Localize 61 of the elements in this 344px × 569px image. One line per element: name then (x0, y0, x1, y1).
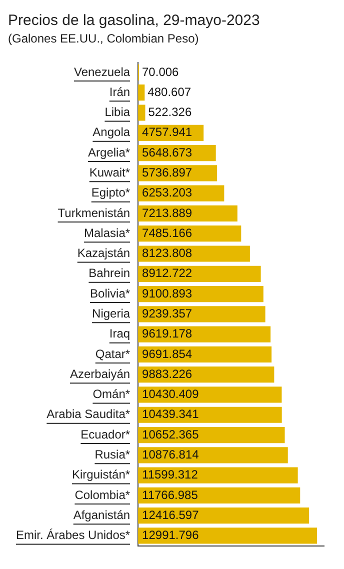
y-tick-label: Venezuela (74, 64, 130, 79)
data-label: 6253.203 (142, 186, 192, 200)
data-label: 9239.357 (142, 306, 192, 320)
bar (138, 266, 261, 282)
y-tick-label: Colombia* (74, 488, 130, 502)
y-tick-label: Ecuador* (80, 427, 130, 442)
bar (138, 326, 271, 342)
y-tick-label: Kuwait* (89, 165, 130, 180)
bar (138, 508, 310, 524)
chart-title: Precios de la gasolina, 29-mayo-2023 (8, 12, 260, 30)
y-tick-label: Turkmenistán (58, 206, 130, 220)
data-label: 7213.889 (142, 206, 192, 220)
bar (138, 467, 298, 484)
y-tick-label: Kirguistán* (72, 468, 130, 482)
data-label: 4757.941 (142, 125, 192, 140)
data-label: 480.607 (148, 84, 192, 99)
data-label: 12991.796 (142, 528, 200, 542)
data-label: 11599.312 (142, 468, 198, 482)
y-tick-label: Bolivia* (90, 286, 130, 300)
y-tick-label: Nigeria (92, 306, 130, 320)
y-tick-label: Emir. Árabes Unidos* (16, 528, 130, 542)
bar (138, 246, 250, 262)
data-label: 12416.597 (142, 508, 200, 522)
data-label: 10652.365 (142, 427, 200, 442)
data-label: 11766.985 (142, 488, 198, 502)
y-tick-label: Omán* (92, 387, 130, 402)
data-label: 8912.722 (142, 266, 192, 280)
chart-subtitle: (Galones EE.UU., Colombian Peso) (8, 32, 199, 46)
bar (138, 386, 282, 403)
data-label: 9100.893 (142, 286, 192, 300)
y-tick-label: Angola (92, 125, 130, 140)
data-label: 10430.409 (142, 387, 200, 402)
data-label: 8123.808 (142, 246, 192, 260)
y-tick-label: Irán (109, 84, 130, 99)
data-label: 522.326 (148, 105, 192, 120)
bar (138, 487, 300, 504)
data-label: 9619.178 (142, 326, 192, 341)
data-label: 9691.854 (142, 346, 192, 361)
y-tick-label: Kazajstán (77, 246, 130, 260)
bar (138, 84, 145, 101)
data-label: 10876.814 (142, 447, 200, 462)
y-tick-label: Libia (104, 105, 130, 120)
data-label: 5736.897 (142, 165, 192, 180)
bar (138, 104, 146, 121)
y-tick-label: Malasia* (84, 226, 130, 240)
bar (138, 528, 317, 544)
y-tick-label: Arabia Saudita* (46, 407, 130, 422)
y-tick-label: Afganistán (73, 508, 130, 522)
y-tick-label: Egipto* (91, 186, 130, 200)
bar (138, 447, 288, 464)
y-tick-label: Azerbaiyán (70, 366, 130, 381)
data-label: 10439.341 (142, 407, 200, 422)
data-label: 5648.673 (142, 145, 192, 160)
y-tick-label: Qatar* (95, 346, 130, 361)
y-tick-label: Rusia* (94, 447, 130, 462)
y-tick-label: Bahrein (88, 266, 130, 280)
y-tick-label: Argelia* (88, 145, 130, 160)
data-label: 9883.226 (142, 366, 192, 381)
data-label: 70.006 (142, 64, 180, 79)
y-tick-label: Iraq (109, 326, 130, 341)
data-label: 7485.166 (142, 226, 192, 240)
